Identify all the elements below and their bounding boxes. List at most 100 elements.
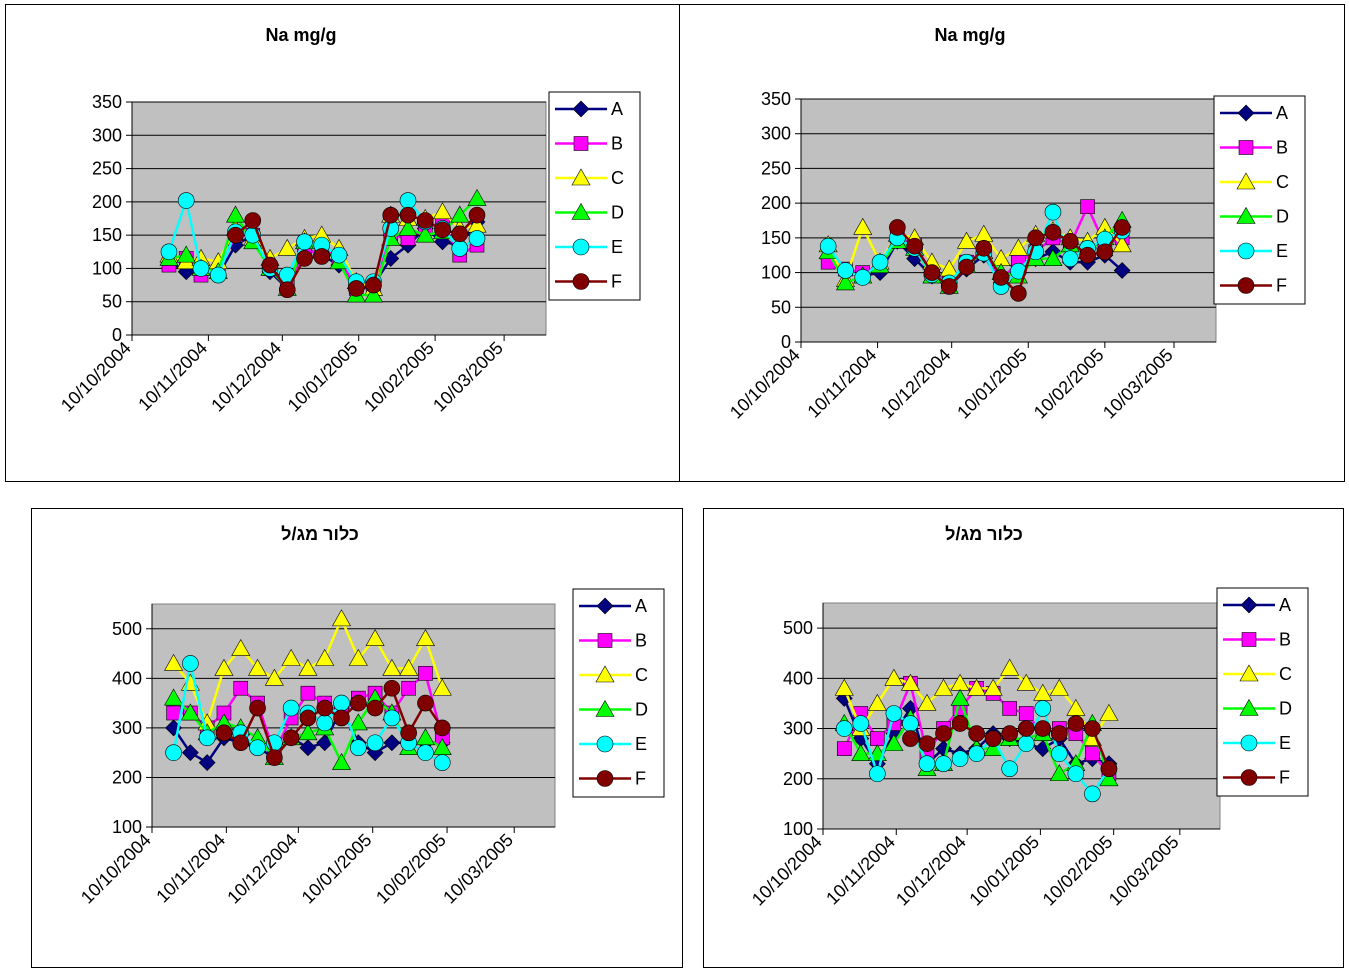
legend-marker-A [1237,104,1255,122]
data-point-D [1049,764,1069,782]
y-tick-label: 400 [112,668,142,688]
x-tick-label: 10/10/2004 [726,345,804,423]
chart-na-left: Na mg/g 0 50 100 150 200 250 300 350 10/10/2004 10… [5,4,685,482]
data-point-E [399,192,417,209]
legend-marker-D [1236,206,1256,224]
legend-label-D: D [611,203,624,223]
x-tick-label: 10/12/2004 [223,830,301,908]
data-point-F [1044,224,1062,241]
data-point-A [181,744,199,762]
data-point-F [333,709,350,727]
data-point-F [316,699,334,717]
data-point-E [177,192,195,209]
y-tick-label: 500 [783,618,813,638]
legend-label-E: E [1276,241,1288,261]
data-point-F [468,206,486,224]
data-point-F [906,237,923,255]
data-point-F [451,225,469,243]
series-C [164,609,452,731]
legend-marker-D [1239,698,1259,716]
data-point-B [401,680,416,696]
legend-label-B: B [1276,138,1288,158]
y-tick-label: 200 [761,193,791,213]
x-tick-label: 10/02/2005 [1039,832,1117,910]
data-point-E [349,739,367,757]
data-point-B [1018,706,1034,721]
legend-label-C: C [1276,172,1289,192]
data-point-F [1017,720,1035,737]
data-point-F [366,699,384,717]
x-tick-label: 10/02/2005 [360,338,438,416]
data-point-B [300,685,316,701]
data-point-A [198,754,216,772]
y-tick-label: 300 [112,718,142,738]
data-point-E [918,755,936,773]
y-tick-label: 50 [102,292,122,312]
data-point-F [1001,725,1018,742]
data-point-F [1100,760,1118,778]
data-point-F [249,699,266,717]
data-point-F [282,729,300,747]
legend-marker-F [1240,769,1258,786]
data-point-E [935,755,952,773]
x-tick-label: 10/10/2004 [57,338,135,416]
legend-label-F: F [611,272,622,292]
chart-chlorine-right: כלור מג/ל 100 200 300 400 500 10/10/2004 10/11/… [703,508,1344,968]
data-point-E [885,705,903,722]
data-point-F [975,239,993,257]
x-tick-label: 10/01/2005 [953,345,1031,423]
data-point-F [902,730,919,747]
y-tick-label: 250 [92,159,122,179]
data-point-E [835,720,853,737]
legend-label-E: E [635,734,647,754]
chart-svg: כלור מג/ל 100 200 300 400 500 10/10/200410/11/… [748,524,1309,910]
data-point-F [1010,285,1027,302]
legend-label-A: A [611,99,623,119]
data-point-F [278,281,296,299]
data-point-A [383,734,401,752]
data-point-C [432,202,453,220]
data-point-E [1067,765,1085,783]
data-point-C [917,693,937,711]
data-point-F [951,715,969,732]
y-tick-label: 350 [761,89,791,109]
data-point-A [299,739,317,757]
data-point-D [950,688,970,706]
legend-marker-F [1237,277,1255,294]
data-point-E [1001,760,1018,778]
y-tick-label: 150 [761,228,791,248]
data-point-C [834,678,854,696]
data-point-D [450,205,470,223]
data-point-F [1113,219,1131,236]
legend-box [1216,587,1309,797]
series-F [215,679,451,766]
data-point-C [399,658,419,676]
y-tick-label: 0 [112,325,122,345]
chart-title: Na mg/g [265,25,336,45]
legend-label-E: E [611,237,623,257]
legend-label-F: F [1279,768,1290,788]
data-point-D [363,285,384,303]
data-point-C [900,673,920,691]
y-tick-label: 250 [761,158,791,178]
data-point-F [296,250,313,267]
data-point-C [956,231,977,249]
data-point-C [264,668,284,686]
data-point-B [418,666,433,681]
legend-marker-C [1236,172,1256,190]
legend-label-E: E [1279,733,1291,753]
data-point-F [1096,243,1114,261]
y-tick-label: 100 [92,258,122,278]
legend-marker-D [595,699,615,717]
legend-label-B: B [635,631,647,651]
data-point-F [1061,233,1079,250]
legend-marker-F [596,770,614,787]
data-point-F [266,749,283,766]
legend-marker-E [1237,242,1255,260]
chart-svg: כלור מג/ל 100 200 300 400 500 10/10/200410/11/… [77,524,665,908]
x-tick-label: 10/01/2005 [298,830,376,908]
data-point-F [992,269,1010,286]
y-tick-label: 400 [783,668,813,688]
legend-label-F: F [1276,276,1287,296]
